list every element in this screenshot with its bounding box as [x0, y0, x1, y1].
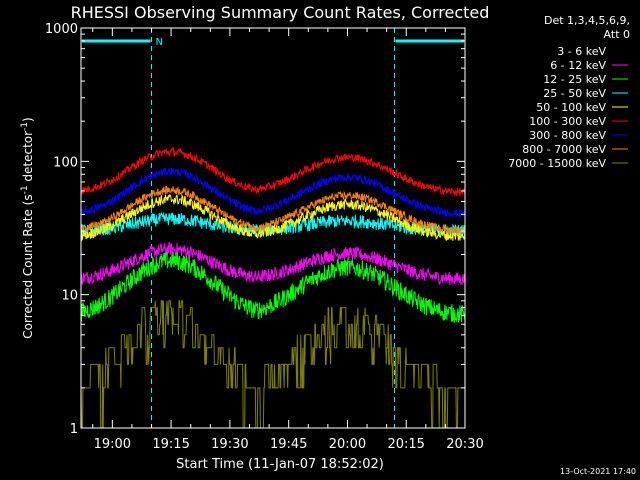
x-tick-label: 20:30 — [446, 437, 483, 452]
x-tick-label: 20:15 — [387, 437, 424, 452]
y-tick-label: 1 — [70, 422, 78, 437]
x-tick-label: 19:30 — [211, 437, 248, 452]
plot-frame — [80, 27, 466, 429]
legend-label: 50 - 100 keV — [536, 101, 606, 114]
y-tick-label: 1000 — [45, 22, 78, 37]
series-line — [80, 254, 466, 367]
legend-label: 300 - 800 keV — [529, 129, 606, 142]
series-line — [80, 166, 466, 219]
y-tick-label: 10 — [61, 289, 78, 304]
series-line — [80, 211, 466, 238]
series-line — [80, 251, 466, 323]
series-line — [80, 185, 466, 236]
legend-label: 7000 - 15000 keV — [508, 157, 606, 170]
legend-label: 800 - 7000 keV — [522, 143, 606, 156]
legend-header-line-1: Det 1,3,4,5,6,9, — [544, 14, 630, 27]
legend-label: 100 - 300 keV — [529, 115, 606, 128]
x-tick-label: 20:00 — [329, 437, 366, 452]
x-axis-label: Start Time (11-Jan-07 18:52:02) — [176, 457, 384, 472]
x-axis: 19:00 19:15 19:30 19:45 20:00 20:15 20:30 — [92, 28, 484, 452]
series-line — [80, 146, 466, 197]
y-axis-label: Corrected Count Rate (s-1 detector-1) — [20, 117, 35, 338]
date-stamp: 13-Oct-2021 17:40 — [560, 467, 636, 476]
y-axis: 1 10 100 1000 — [45, 22, 465, 437]
legend-label: 12 - 25 keV — [543, 73, 606, 86]
chart-title: RHESSI Observing Summary Count Rates, Co… — [71, 3, 490, 22]
x-tick-label: 19:45 — [270, 437, 307, 452]
series-line — [80, 193, 466, 242]
x-tick-label: 19:15 — [152, 437, 189, 452]
x-tick-label: 19:00 — [94, 437, 131, 452]
legend-label: 3 - 6 keV — [557, 45, 606, 58]
y-tick-label: 100 — [53, 155, 78, 170]
night-label: N — [156, 37, 163, 48]
legend-header-line-2: Att 0 — [604, 28, 630, 41]
series-line — [80, 300, 465, 429]
legend-label: 25 - 50 keV — [543, 87, 606, 100]
legend-label: 6 - 12 keV — [550, 59, 606, 72]
series-line — [80, 242, 466, 286]
